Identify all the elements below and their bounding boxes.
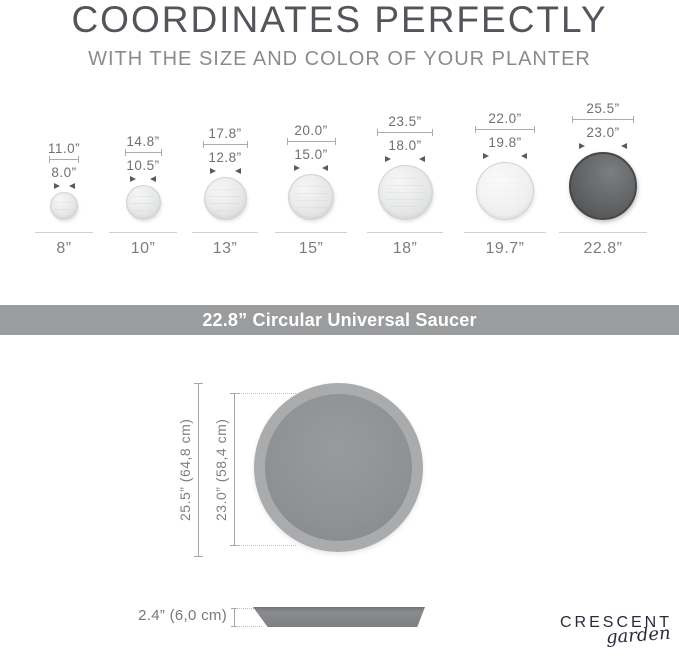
brand-sub-name: garden xyxy=(605,622,672,649)
saucer-image xyxy=(203,177,247,220)
size-group-22-8: 25.5” 23.0” 22.8” xyxy=(548,100,658,260)
separator-line xyxy=(367,232,443,233)
inner-dimension-arrows xyxy=(130,176,156,182)
arrow-left-icon xyxy=(419,156,425,162)
arrow-right-icon xyxy=(53,183,60,189)
planter-size-label: 8” xyxy=(56,240,72,257)
inner-dimension-arrows xyxy=(579,143,627,149)
inner-dimension-arrows xyxy=(294,165,328,171)
page-subtitle: WITH THE SIZE AND COLOR OF YOUR PLANTER xyxy=(88,47,591,70)
arrow-left-icon xyxy=(322,165,328,171)
saucer-image xyxy=(377,165,433,220)
extension-dotted-line xyxy=(236,393,296,394)
size-group-18: 23.5” 18.0” 18” xyxy=(350,100,460,260)
arrow-right-icon xyxy=(209,168,216,174)
saucer-image-highlighted xyxy=(569,152,637,220)
separator-line xyxy=(35,232,93,233)
arrow-right-icon xyxy=(483,153,489,159)
planter-top-dimension: 22.0” xyxy=(488,111,522,126)
outer-dimension-label: 25.5” (64,8 cm) xyxy=(177,418,193,522)
saucer-fit-dimension: 8.0” xyxy=(51,165,77,180)
dimension-line xyxy=(202,141,248,148)
planter-size-label: 22.8” xyxy=(583,240,623,257)
planter-top-dimension: 20.0” xyxy=(294,123,328,138)
size-group-15: 20.0” 15.0” 15” xyxy=(256,100,366,260)
brand-name: CRESCENT xyxy=(560,614,673,631)
saucer-side-view xyxy=(253,607,425,627)
planter-size-label: 18” xyxy=(392,240,418,257)
height-dimension-label: 2.4” (6,0 cm) xyxy=(138,607,227,624)
saucer-image xyxy=(125,185,161,220)
saucer-fit-dimension: 10.5” xyxy=(126,158,160,173)
extension-dotted-line xyxy=(236,626,262,627)
planter-size-label: 13” xyxy=(212,240,238,257)
inner-dimension-arrows xyxy=(385,156,425,162)
page-title: COORDINATES PERFECTLY xyxy=(71,0,608,40)
inner-dimension-label: 23.0” (58,4 cm) xyxy=(213,418,229,521)
saucer-image xyxy=(50,192,78,220)
dimension-line xyxy=(124,149,162,156)
inner-dimension-line xyxy=(230,393,239,546)
planter-size-label: 10” xyxy=(130,240,156,257)
product-banner-title: 22.8” Circular Universal Saucer xyxy=(202,309,477,330)
saucer-image xyxy=(476,162,534,220)
planter-top-dimension: 14.8” xyxy=(126,134,160,149)
dimension-line xyxy=(49,156,79,163)
dimension-line xyxy=(377,129,433,136)
arrow-left-icon xyxy=(621,143,627,149)
dimension-line xyxy=(572,116,634,123)
outer-dimension-line xyxy=(194,383,203,557)
arrow-right-icon xyxy=(579,143,585,149)
saucer-top-view xyxy=(254,383,423,552)
separator-line xyxy=(275,232,347,233)
arrow-right-icon xyxy=(294,165,300,171)
dimension-line xyxy=(286,138,336,145)
header: COORDINATES PERFECTLY WITH THE SIZE AND … xyxy=(0,0,679,71)
arrow-left-icon xyxy=(521,153,527,159)
planter-top-dimension: 17.8” xyxy=(208,126,242,141)
extension-dotted-line xyxy=(236,545,296,546)
separator-line xyxy=(192,232,258,233)
brand-logo: CRESCENT garden xyxy=(560,614,673,654)
arrow-left-icon xyxy=(68,183,75,189)
inner-dimension-arrows xyxy=(209,168,241,174)
product-banner: 22.8” Circular Universal Saucer xyxy=(0,305,679,335)
saucer-fit-dimension: 15.0” xyxy=(294,147,328,162)
inner-dimension-arrows xyxy=(483,153,527,159)
size-group-13: 17.8” 12.8” 13” xyxy=(170,100,280,260)
inner-dimension-arrows xyxy=(53,183,75,189)
saucer-fit-dimension: 23.0” xyxy=(586,125,620,140)
arrow-left-icon xyxy=(234,168,241,174)
saucer-fit-dimension: 18.0” xyxy=(388,138,422,153)
planter-top-dimension: 11.0” xyxy=(47,141,81,156)
extension-dotted-line xyxy=(236,608,256,609)
size-comparison-row: 11.0” 8.0” 8” 14.8” 10.5” 10” 17.8” xyxy=(0,0,679,290)
planter-size-label: 15” xyxy=(298,240,324,257)
size-group-19-7: 22.0” 19.8” 19.7” xyxy=(450,100,560,260)
planter-size-label: 19.7” xyxy=(485,240,525,257)
arrow-left-icon xyxy=(150,176,156,182)
separator-line xyxy=(559,232,647,233)
planter-top-dimension: 23.5” xyxy=(388,114,422,129)
saucer-image xyxy=(288,174,334,220)
saucer-fit-dimension: 19.8” xyxy=(488,135,522,150)
arrow-right-icon xyxy=(385,156,391,162)
size-group-10: 14.8” 10.5” 10” xyxy=(88,100,198,260)
separator-line xyxy=(464,232,546,233)
arrow-right-icon xyxy=(130,176,136,182)
height-dimension-line xyxy=(231,608,238,627)
size-group-8: 11.0” 8.0” 8” xyxy=(9,100,119,260)
separator-line xyxy=(109,232,177,233)
saucer-fit-dimension: 12.8” xyxy=(208,150,242,165)
dimension-line xyxy=(475,126,535,133)
planter-top-dimension: 25.5” xyxy=(586,101,620,116)
